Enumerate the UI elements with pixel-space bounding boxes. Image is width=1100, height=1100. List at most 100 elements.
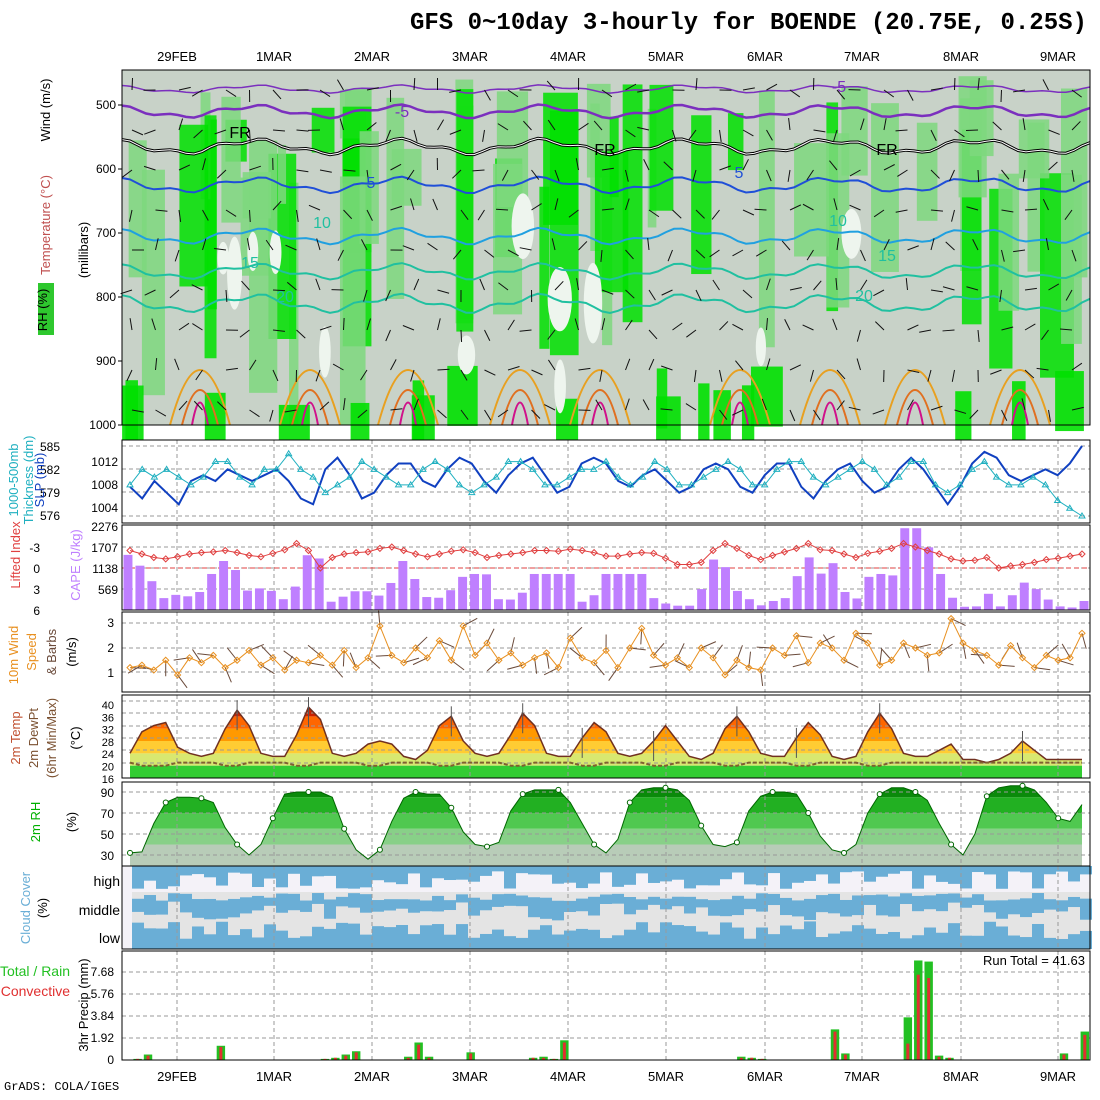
wind-barb <box>1001 326 1014 331</box>
lifted-index-marker <box>292 539 301 548</box>
cloud-middle-cell <box>576 898 588 912</box>
precip-tick: 7.68 <box>91 965 115 979</box>
cloud-high-cell <box>1008 866 1020 872</box>
cape-tick: 569 <box>98 583 118 597</box>
cloud-high-cell <box>984 866 996 875</box>
cloud-middle-cell <box>1008 899 1020 915</box>
precip-convective-bar <box>947 1057 951 1060</box>
wind-barb <box>601 89 613 98</box>
cloud-high-cell <box>504 866 516 889</box>
cloud-middle-cell <box>1056 900 1068 912</box>
cape-bar <box>147 581 157 610</box>
wind10-barbs-label: & Barbs <box>44 628 59 675</box>
wind-barb <box>927 369 932 382</box>
temp2m-tick: 36 <box>102 712 114 724</box>
cloud-low-cell <box>276 930 288 949</box>
cloud-low-cell <box>972 935 984 949</box>
wind-barb <box>363 289 368 302</box>
cloud-high-cell <box>228 866 240 873</box>
cloud-high-cell <box>420 866 432 888</box>
temp2m-tick: 32 <box>102 725 114 737</box>
precip-axis-label: 3hr Precip (mm) <box>76 958 91 1051</box>
wind10-marker <box>304 658 313 667</box>
cape-bar <box>1043 599 1053 610</box>
wind-barb <box>122 169 133 178</box>
wind-barb <box>990 369 1002 375</box>
cloud-middle-cell <box>240 897 252 914</box>
cloud-low-cell <box>768 934 780 949</box>
thickness-marker <box>516 457 525 465</box>
wind-barb <box>191 284 203 291</box>
cape-bar <box>422 597 432 610</box>
precip-convective-label: Convective <box>1 983 70 999</box>
precip-convective-bar <box>146 1055 150 1060</box>
cloud-middle-cell <box>636 899 648 910</box>
wind-barb <box>296 169 309 173</box>
cloud-middle-cell <box>480 899 492 911</box>
wind-barb <box>1048 129 1060 135</box>
precip-convective-bar <box>542 1057 546 1060</box>
wind-barb <box>672 322 683 331</box>
wind10-marker <box>1018 654 1027 662</box>
cape-bar <box>1007 595 1017 610</box>
wind-barb <box>625 169 629 182</box>
wind10-marker <box>530 654 539 662</box>
wind-barb <box>954 409 967 414</box>
lifted-index-marker <box>447 547 456 555</box>
wind-barb <box>742 87 755 91</box>
cloud-high-cell <box>312 866 324 877</box>
wind-barb <box>660 408 673 411</box>
cloud-high-cell <box>972 866 984 873</box>
rh2m-marker <box>341 825 348 832</box>
rh2m-tick: 50 <box>101 828 115 842</box>
wind-barb <box>432 198 438 211</box>
wind-barb <box>547 329 556 340</box>
wind10-marker <box>661 661 670 669</box>
thickness-marker <box>358 457 366 465</box>
wind10-barb <box>261 645 274 659</box>
thickness-tick: 576 <box>40 509 60 523</box>
cape-bar <box>649 598 659 610</box>
wind-barb <box>178 164 191 171</box>
isotherm-minus5 <box>121 103 1091 120</box>
cloud-middle-cell <box>684 896 696 914</box>
date-label-top: 1MAR <box>256 49 292 64</box>
wind-barb <box>735 360 744 371</box>
wind-barb <box>637 126 650 131</box>
cloud-middle-cell <box>864 895 876 905</box>
isotherm-35 <box>301 401 319 426</box>
thickness-marker <box>1065 504 1074 511</box>
wind-barb <box>1036 367 1049 371</box>
cloud-high-cell <box>588 866 600 884</box>
cape-bar <box>971 606 981 610</box>
lifted-index-marker <box>887 544 896 553</box>
date-label-bottom: 2MAR <box>354 1069 390 1084</box>
date-label-bottom: 7MAR <box>844 1069 880 1084</box>
thickness-marker <box>870 465 879 472</box>
wind-barb <box>813 409 821 421</box>
wind-barb <box>601 289 614 295</box>
lifted-index-marker <box>780 548 789 556</box>
rh2m-marker <box>769 789 776 795</box>
slp-tick: 1004 <box>91 501 118 515</box>
pressure-tick: 1000 <box>89 418 116 432</box>
cloud-high-cell <box>180 866 192 876</box>
cloud-high-cell <box>456 866 468 880</box>
wind-barb <box>883 118 887 131</box>
wind-barb <box>437 119 445 131</box>
wind-barb <box>578 241 588 251</box>
rh-shade-cell <box>727 113 744 171</box>
rh2m-marker <box>841 849 847 856</box>
cloud-middle-cell <box>192 899 204 918</box>
thickness-marker <box>846 465 854 472</box>
rh-dry-pocket <box>755 327 766 367</box>
cloud-middle-cell <box>984 900 996 913</box>
wind-barb <box>686 329 697 338</box>
cloud-low-cell <box>1068 934 1080 949</box>
thickness-marker <box>577 465 586 472</box>
wind-barb <box>452 169 462 179</box>
wind10-marker <box>411 644 420 652</box>
wind-barb <box>427 242 438 251</box>
wind10-marker <box>1006 641 1015 650</box>
wind-barb <box>272 200 282 211</box>
